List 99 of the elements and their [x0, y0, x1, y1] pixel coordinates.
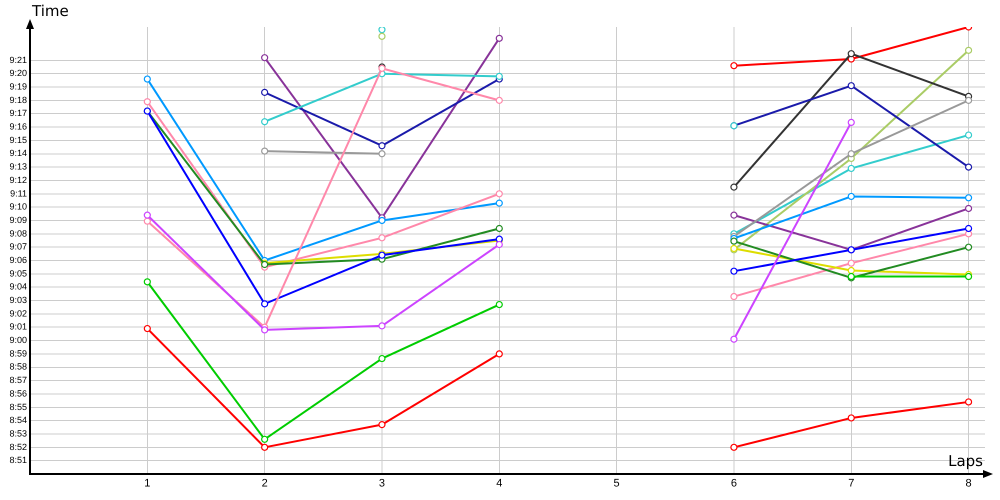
- x-tick-label: 3: [378, 478, 386, 490]
- point: [261, 147, 268, 155]
- point: [848, 164, 855, 172]
- point: [730, 336, 738, 343]
- point: [964, 398, 972, 406]
- y-tick-label: 9:09: [9, 214, 27, 225]
- point: [964, 244, 972, 251]
- point: [496, 190, 503, 198]
- y-tick-label: 9:04: [9, 282, 27, 292]
- point: [144, 98, 151, 106]
- y-tick-label: 9:06: [9, 254, 27, 265]
- y-tick-label: 8:53: [9, 428, 27, 438]
- y-axis-title: Time: [32, 2, 69, 20]
- point: [378, 150, 386, 158]
- point: [144, 324, 151, 332]
- point: [496, 350, 503, 358]
- point: [496, 200, 503, 207]
- y-tick-label: 9:07: [9, 242, 27, 252]
- point: [378, 216, 386, 224]
- point: [378, 322, 386, 330]
- y-tick-label: 9:12: [9, 174, 27, 185]
- y-tick-label: 8:52: [9, 442, 27, 452]
- x-axis-title: Laps: [948, 452, 983, 470]
- y-tick-label: 8:57: [9, 375, 27, 386]
- point: [848, 192, 855, 200]
- y-tick-label: 9:17: [9, 108, 27, 118]
- y-tick-label: 9:08: [9, 228, 27, 238]
- point: [496, 224, 503, 232]
- point: [261, 300, 268, 308]
- point: [848, 118, 855, 126]
- point: [378, 421, 386, 428]
- point: [378, 27, 386, 34]
- x-tick-label: 6: [730, 478, 737, 490]
- point: [964, 204, 972, 212]
- y-tick-label: 9:11: [10, 188, 27, 198]
- point: [730, 238, 738, 245]
- point: [848, 82, 855, 90]
- y-tick-label: 8:56: [9, 388, 27, 398]
- point: [378, 234, 386, 242]
- point: [730, 292, 738, 300]
- y-tick-label: 9:16: [9, 122, 27, 132]
- point: [730, 268, 738, 275]
- point: [496, 300, 503, 308]
- point: [496, 96, 503, 104]
- point: [261, 54, 268, 62]
- y-tick-label: 9:00: [9, 335, 27, 346]
- y-tick-label: 9:05: [9, 268, 27, 278]
- x-tick-label: 5: [614, 478, 620, 490]
- y-tick-label: 8:58: [9, 362, 27, 372]
- point: [261, 88, 268, 96]
- y-tick-label: 8:51: [9, 455, 27, 466]
- point: [378, 354, 386, 362]
- y-tick-label: 9:15: [9, 134, 27, 145]
- point: [496, 240, 503, 248]
- x-tick-label: 8: [966, 478, 972, 490]
- point: [964, 96, 972, 104]
- point: [496, 34, 503, 42]
- point: [261, 444, 268, 451]
- point: [144, 212, 151, 219]
- y-tick-label: 9:10: [9, 202, 27, 212]
- point: [261, 326, 268, 334]
- point: [964, 224, 972, 232]
- y-tick-label: 9:01: [9, 322, 27, 332]
- point: [964, 131, 972, 139]
- point: [848, 260, 855, 267]
- point: [964, 164, 972, 171]
- x-tick-label: 1: [144, 478, 150, 490]
- y-tick-label: 9:14: [9, 148, 27, 158]
- point: [378, 32, 386, 40]
- point: [261, 436, 268, 443]
- point: [730, 444, 738, 451]
- y-tick-label: 8:55: [9, 402, 27, 412]
- y-tick-label: 9:18: [9, 94, 27, 105]
- y-tick-label: 9:13: [9, 162, 27, 172]
- point: [848, 50, 855, 58]
- point: [144, 278, 151, 286]
- point: [496, 72, 503, 80]
- point: [848, 150, 855, 158]
- point: [144, 218, 151, 225]
- y-tick-label: 8:54: [9, 415, 27, 426]
- point: [730, 184, 738, 191]
- y-tick-label: 8:59: [9, 348, 27, 358]
- y-tick-label: 9:03: [9, 295, 27, 306]
- point: [848, 266, 855, 274]
- point: [964, 46, 972, 54]
- x-tick-label: 4: [496, 478, 502, 490]
- point: [378, 142, 386, 150]
- point: [964, 194, 972, 202]
- point: [730, 212, 738, 219]
- x-tick-label: 2: [262, 478, 268, 490]
- x-tick-label: 7: [848, 478, 854, 490]
- y-tick-label: 9:20: [9, 68, 27, 78]
- point: [261, 118, 268, 126]
- y-tick-label: 9:21: [9, 54, 27, 65]
- point: [730, 62, 738, 70]
- y-tick-label: 9:19: [9, 82, 27, 92]
- point: [848, 414, 855, 422]
- point: [144, 75, 151, 83]
- y-tick-label: 9:02: [9, 308, 27, 318]
